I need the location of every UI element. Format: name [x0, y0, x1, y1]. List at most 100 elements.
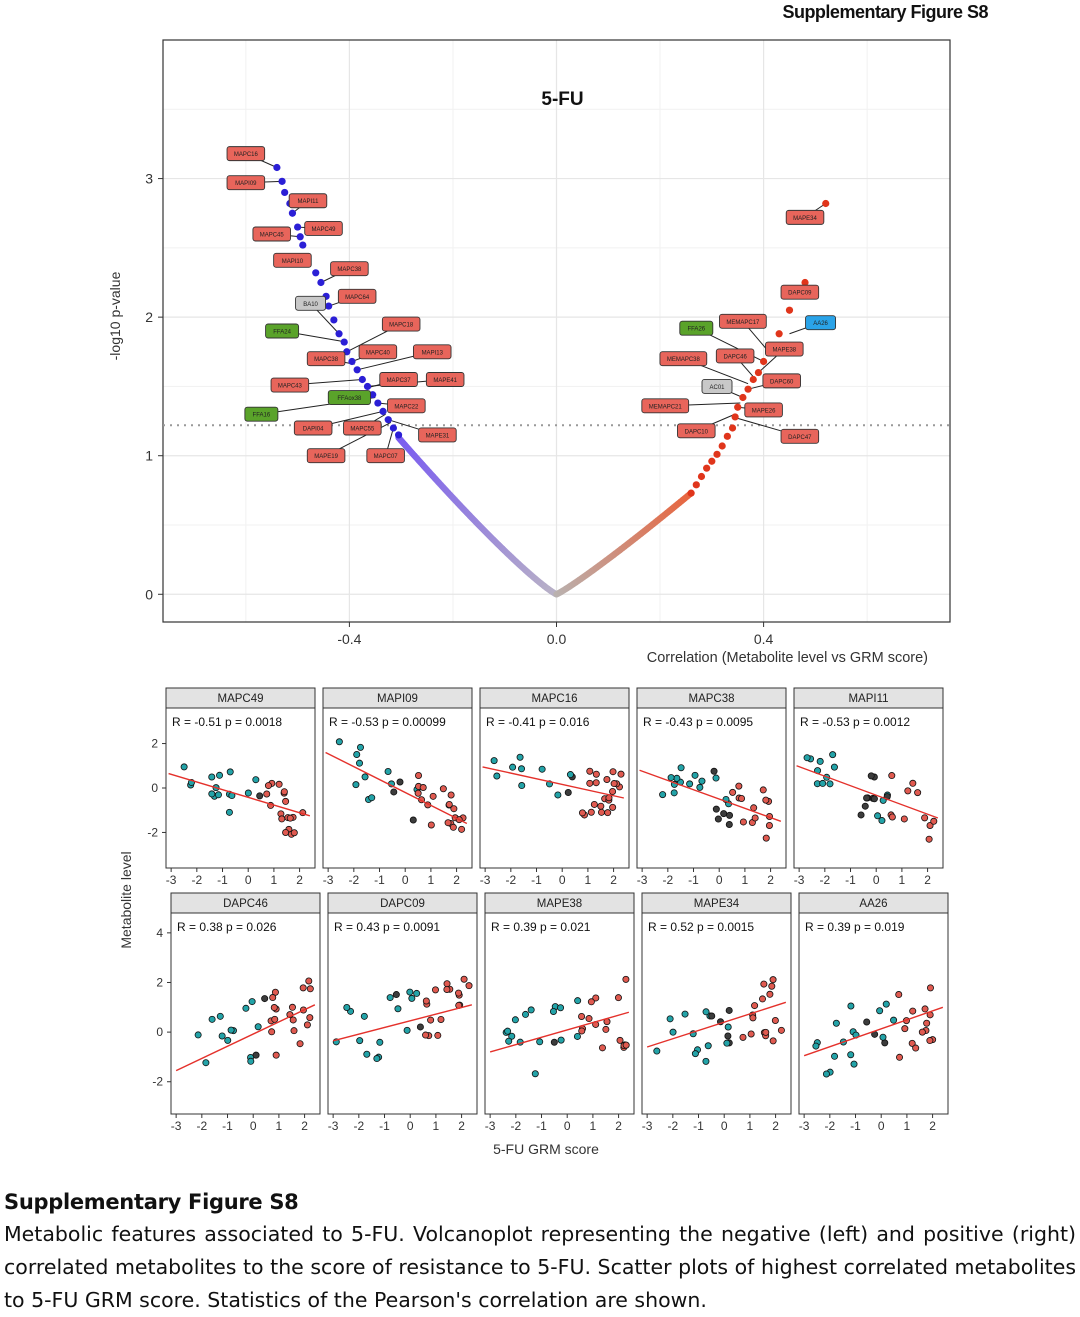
scatter-point: [587, 998, 595, 1006]
x-tick-label: -2: [510, 1119, 521, 1133]
scatter-point: [264, 782, 272, 790]
scatter-point: [263, 790, 271, 798]
x-tick-label: 1: [590, 1119, 597, 1133]
label-text: MAPC45: [260, 233, 285, 239]
scatter-point: [677, 764, 685, 772]
scatter-point: [202, 1059, 210, 1067]
panel-title: MAPC49: [217, 693, 263, 705]
scatter-point: [269, 994, 277, 1002]
positive-point: [822, 199, 830, 208]
scatter-point: [296, 1040, 304, 1048]
negative-point: [288, 209, 297, 217]
x-tick-label: -3: [637, 873, 648, 887]
label-box: [330, 261, 369, 277]
scatter-point: [762, 1028, 770, 1036]
scatter-point: [511, 1016, 519, 1024]
scatter-point: [609, 768, 617, 776]
scatter-point: [698, 777, 706, 785]
scatter-y-axis-label: Metabolite level: [118, 851, 134, 948]
label-text: FFA24: [273, 330, 291, 336]
scatter-point: [681, 1010, 689, 1018]
scatter-point: [248, 998, 256, 1006]
scatter-point: [437, 1015, 445, 1023]
label-text: MAPI09: [235, 181, 257, 187]
scatter-point: [443, 980, 451, 988]
label-box: [270, 377, 310, 393]
scatter-point: [777, 1026, 785, 1034]
panel-stat: R = 0.38 p = 0.026: [177, 920, 277, 934]
scatter-point: [275, 780, 283, 788]
scatter-point: [493, 772, 501, 780]
scatter-point: [406, 988, 414, 996]
scatter-panel: MAPI11 R = -0.53 p = 0.0012 -3 -2 -1 0 1 2: [793, 687, 944, 887]
scatter-panel: MAPC38 R = -0.43 p = 0.0095 -3 -2 -1 0 1 2: [636, 687, 787, 887]
label-text: MAPC22: [394, 404, 419, 410]
panel-stat: R = -0.51 p = 0.0018: [172, 715, 282, 729]
scatter-point: [592, 994, 600, 1002]
panel-title: DAPC09: [380, 898, 425, 910]
scatter-point: [857, 811, 865, 819]
label-text: FFA26: [687, 327, 705, 333]
caption-text: Metabolic features associated to 5-FU. V…: [4, 1222, 1076, 1312]
label-text: DAPI04: [303, 427, 324, 433]
x-tick-label: 0: [245, 873, 252, 887]
scatter-point: [867, 772, 875, 780]
scatter-point: [586, 779, 594, 787]
scatter-point: [622, 975, 630, 983]
scatter-point: [305, 977, 313, 985]
label-text: DAPC60: [770, 379, 794, 385]
fit-line: [332, 1004, 473, 1042]
scatter-point: [725, 821, 733, 829]
scatter-point: [610, 780, 618, 788]
scatter-point: [352, 781, 360, 789]
plot-title: 5-FU: [541, 89, 583, 110]
negative-point: [296, 233, 304, 241]
x-tick-label: -3: [480, 873, 491, 887]
label-box: [785, 209, 825, 225]
scatter-point: [386, 994, 394, 1002]
scatter-point: [376, 1038, 384, 1046]
scatter-point: [356, 743, 364, 751]
scatter-point: [549, 1007, 557, 1015]
scatter-point: [299, 984, 307, 992]
x-tick-label: -1: [222, 1119, 233, 1133]
positive-point: [775, 330, 783, 338]
scatter-point: [816, 757, 824, 765]
scatter-point: [918, 1028, 926, 1036]
label-box: [304, 221, 343, 236]
label-box: [366, 448, 405, 464]
scatter-point: [712, 774, 720, 782]
x-tick-label: -3: [642, 1119, 653, 1133]
scatter-point: [409, 816, 417, 824]
x-tick-label: 0: [564, 1119, 571, 1133]
panel-stat: R = 0.39 p = 0.019: [805, 920, 905, 934]
label-text: MAPI10: [282, 259, 304, 265]
negative-point: [330, 316, 338, 324]
scatter-point: [909, 1007, 917, 1015]
label-box: [252, 226, 291, 242]
scatter-point: [353, 750, 361, 758]
scatter-point: [909, 779, 917, 787]
x-tick-label: 0: [878, 1119, 885, 1133]
negative-point: [294, 223, 302, 231]
x-tick-label: 2: [301, 1119, 308, 1133]
scatter-point: [303, 1021, 311, 1029]
negative-point: [281, 188, 289, 197]
fit-line: [489, 1011, 630, 1053]
scatter-point: [803, 754, 811, 762]
negative-point: [348, 357, 356, 366]
scatter-point: [439, 785, 447, 793]
panel-title: MAPE34: [694, 898, 740, 910]
panel-plot-area: [793, 707, 944, 869]
scatter-point: [431, 986, 439, 994]
scatter-point: [826, 780, 834, 788]
scatter-point: [242, 1004, 250, 1012]
scatter-point: [925, 835, 933, 843]
x-tick-label: 2: [772, 1119, 779, 1133]
scatter-point: [725, 1006, 733, 1014]
x-tick-label: -3: [323, 873, 334, 887]
scatter-point: [585, 1015, 593, 1023]
negative-point: [299, 241, 307, 249]
label-text: DAPC09: [788, 291, 812, 297]
label-text: MAPE34: [793, 216, 817, 222]
